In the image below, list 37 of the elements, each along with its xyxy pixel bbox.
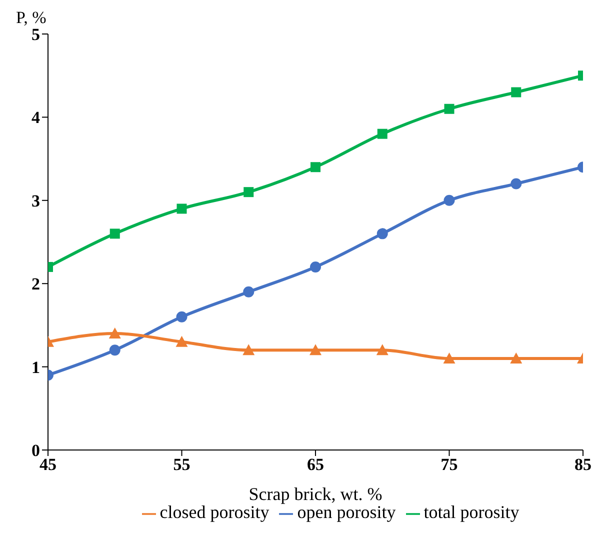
point [444,194,455,206]
point [176,204,187,214]
x-tick-label: 65 [307,455,324,474]
y-tick-label: 4 [32,108,40,128]
x-axis-title: Scrap brick, wt. % [248,484,382,504]
point [444,104,454,114]
y-tick-label: 2 [32,274,40,294]
point [108,328,121,339]
point [109,344,120,356]
point [243,286,254,298]
point [176,311,188,322]
x-tick-label: 45 [40,455,56,474]
y-axis-title: P, % [16,8,46,28]
y-tick-label: 1 [32,358,40,377]
point [242,344,255,356]
point [443,352,456,364]
y-tick-label: 5 [32,25,40,44]
y-tick-label: 3 [32,191,40,210]
legend-label: closed porosity [160,502,270,522]
point [511,87,522,98]
legend-label: total porosity [424,502,520,522]
point [310,261,321,272]
point [377,128,388,139]
point [510,352,522,364]
point [376,344,388,356]
point [510,178,522,190]
point [244,187,254,198]
legend-label: open porosity [297,502,396,522]
x-tick-label: 75 [440,455,458,474]
point [310,344,322,356]
x-tick-label: 85 [574,455,592,474]
point [376,228,388,240]
point [110,228,120,239]
y-tick-label: 0 [32,441,40,460]
x-tick-label: 55 [173,455,190,474]
point [310,162,320,172]
point [176,336,188,347]
